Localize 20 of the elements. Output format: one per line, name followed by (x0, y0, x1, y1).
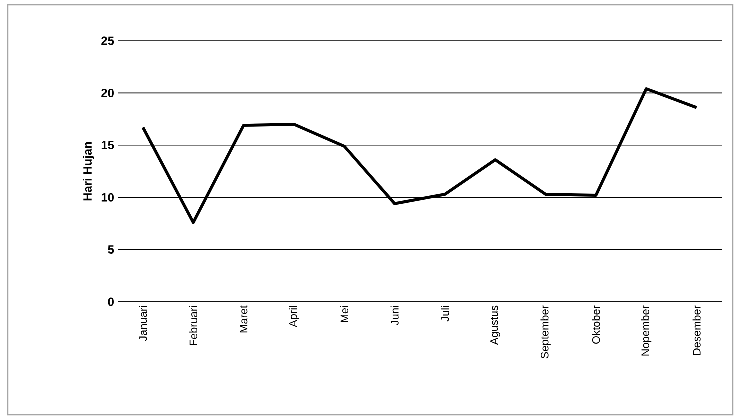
x-tick-label: Desember (692, 306, 701, 356)
x-tick-label: Maret (240, 306, 248, 333)
y-axis-title: Hari Hujan (83, 142, 94, 201)
x-tick-label: Oktober (592, 306, 600, 344)
x-tick-label: Agustus (490, 306, 500, 346)
line-series (142, 88, 698, 224)
y-tick-label: 20 (102, 88, 114, 98)
y-tick-label: 10 (102, 193, 114, 202)
y-tick-label: 0 (108, 298, 114, 306)
x-tick-label: Januari (139, 306, 148, 342)
x-tick-label: September (540, 306, 551, 359)
x-tick-label: April (289, 306, 300, 328)
x-tick-label: Mei (340, 306, 349, 322)
x-tick-label: Nopember (641, 306, 652, 356)
x-tick-label: Februari (189, 306, 198, 346)
x-tick-label: Juli (441, 306, 450, 322)
y-tick-label: 15 (102, 141, 114, 150)
x-tick-label: Juni (390, 306, 399, 326)
y-tick-label: 5 (108, 246, 114, 254)
y-tick-label: 25 (102, 36, 114, 46)
